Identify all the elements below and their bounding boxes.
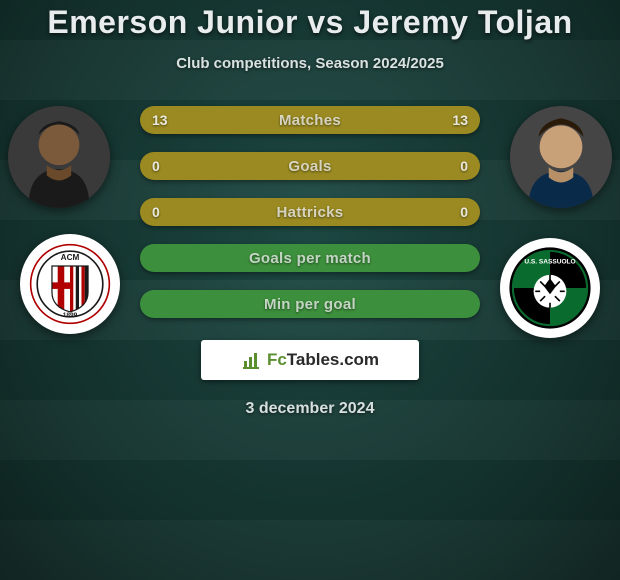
club-badge-left: ACM 1899 [20,234,120,334]
stat-fill-right [310,290,480,318]
stat-bar: Goals per match [140,244,480,272]
club-badge-right: U.S. SASSUOLO [500,238,600,338]
stat-bar: Min per goal [140,290,480,318]
stat-value-right: 13 [452,112,468,128]
svg-text:U.S. SASSUOLO: U.S. SASSUOLO [524,258,575,265]
chart-icon [241,350,261,370]
stat-value-left: 0 [152,158,160,174]
svg-text:1899: 1899 [63,312,78,319]
source-name-part1: Fc [267,350,287,369]
player-photo-left [8,106,110,208]
source-name: FcTables.com [267,350,379,370]
avatar-icon [510,106,612,208]
stat-value-right: 0 [460,204,468,220]
avatar-icon [8,106,110,208]
season-subtitle: Club competitions, Season 2024/2025 [0,55,620,72]
stat-fill-left [140,290,310,318]
stat-value-left: 0 [152,204,160,220]
svg-text:ACM: ACM [61,253,80,262]
stat-fill-right [310,244,480,272]
source-badge: FcTables.com [201,340,419,380]
stat-bar: 13Matches13 [140,106,480,134]
stat-fill-left [140,152,310,180]
stat-fill-left [140,244,310,272]
sassuolo-crest-icon: U.S. SASSUOLO [509,247,591,329]
stat-fill-left [140,198,310,226]
page-title: Emerson Junior vs Jeremy Toljan [0,4,620,41]
stat-bar: 0Hattricks0 [140,198,480,226]
source-name-part2: Tables.com [287,350,379,369]
stat-fill-right [310,152,480,180]
stat-fill-right [310,198,480,226]
comparison-card: Emerson Junior vs Jeremy Toljan Club com… [0,0,620,580]
snapshot-date: 3 december 2024 [0,400,620,418]
comparison-area: ACM 1899 [0,98,620,338]
milan-crest-icon: ACM 1899 [29,243,111,325]
stat-value-right: 0 [460,158,468,174]
stat-value-left: 13 [152,112,168,128]
stat-bars: 13Matches13 0Goals0 0Hattricks0 Goals per m… [140,106,480,318]
player-photo-right [510,106,612,208]
stat-bar: 0Goals0 [140,152,480,180]
